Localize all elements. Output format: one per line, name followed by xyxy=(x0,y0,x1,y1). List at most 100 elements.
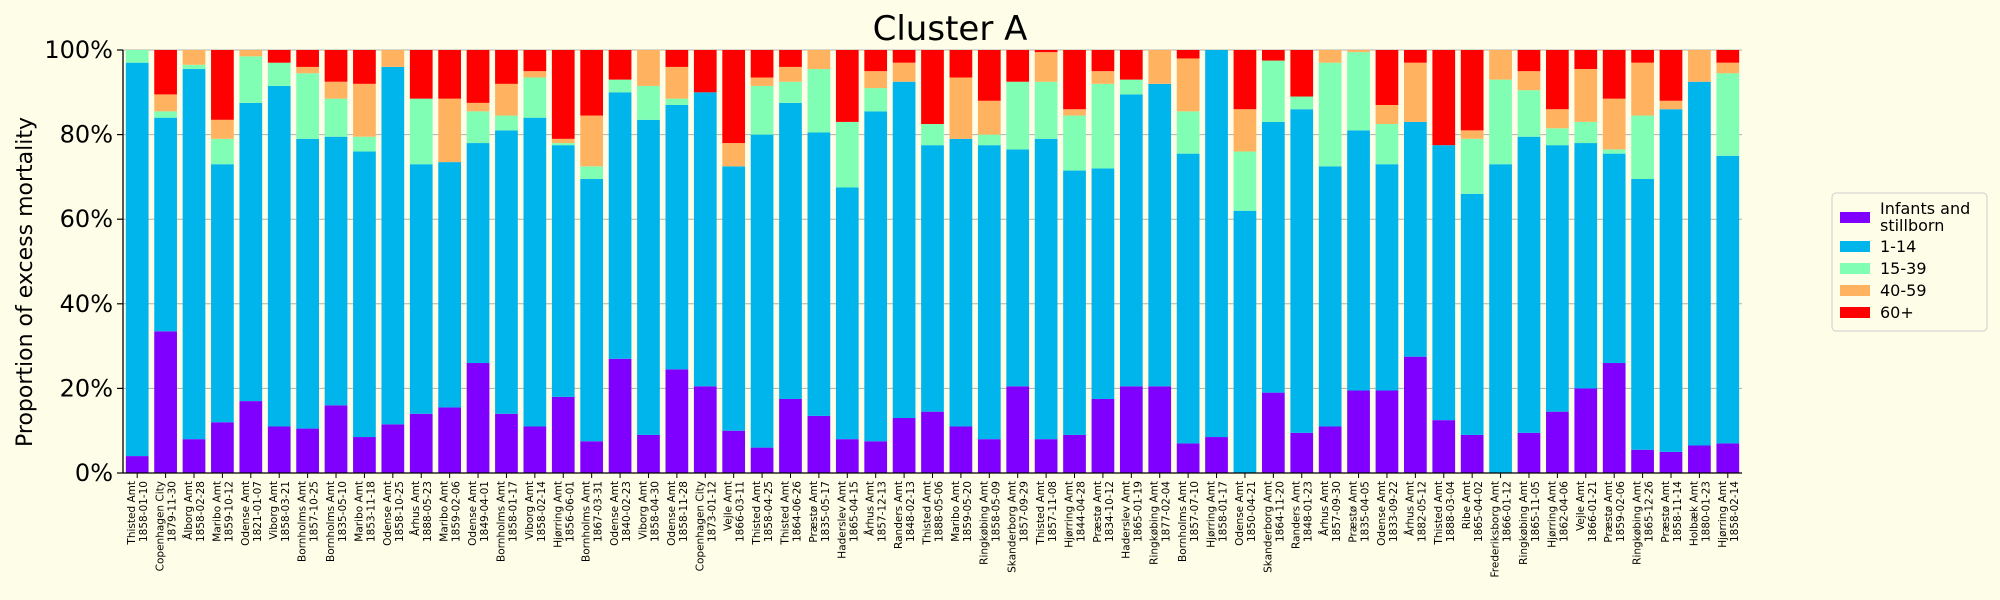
bar-segment xyxy=(1460,193,1484,435)
bar-segment xyxy=(324,81,348,99)
bar-segment xyxy=(1176,443,1200,473)
legend-swatch xyxy=(1840,212,1870,223)
x-tick-label: Præstø Amt1834-10-12 xyxy=(1092,481,1116,543)
bar-segment xyxy=(1091,71,1115,84)
bar-segment xyxy=(466,111,490,144)
bar-segment xyxy=(211,164,234,423)
legend-label: 1-14 xyxy=(1880,237,1916,256)
bar-segment xyxy=(637,50,660,86)
bar-segment xyxy=(892,50,916,63)
bar-segment xyxy=(466,50,490,103)
bar-segment xyxy=(665,50,689,67)
bar-segment xyxy=(125,456,149,473)
x-tick-label: Thisted Amt1858-01-10 xyxy=(126,481,150,546)
x-tick-label: Hjørring Amt1856-06-01 xyxy=(552,481,576,548)
bar-segment xyxy=(1460,434,1484,473)
bar-segment xyxy=(551,143,575,146)
x-tick-label: Ålborg Amt1858-02-28 xyxy=(182,481,207,542)
bar-segment xyxy=(1403,62,1427,122)
bar-segment xyxy=(324,98,348,137)
bar-segment xyxy=(1176,111,1200,154)
bar-segment xyxy=(1119,79,1143,95)
bar-segment xyxy=(864,50,888,72)
bar-segment xyxy=(835,187,859,440)
bar-segment xyxy=(1631,115,1654,180)
bar-segment xyxy=(807,69,831,133)
bar-segment xyxy=(1716,73,1740,156)
bar-segment xyxy=(693,386,717,473)
bar-segment xyxy=(1546,50,1569,110)
bar-segment xyxy=(1659,109,1683,452)
bar-segment xyxy=(1034,81,1058,139)
x-tick-label: Randers Amt1848-01-23 xyxy=(1291,481,1315,549)
bar-segment xyxy=(1176,153,1200,444)
x-tick-label: Thisted Amt1857-11-08 xyxy=(1035,481,1059,546)
bar-segment xyxy=(1091,50,1115,72)
bar-segment xyxy=(182,64,206,70)
bar-segment xyxy=(722,166,746,431)
x-tick-label: Vejle Amt1866-01-21 xyxy=(1575,481,1599,542)
bar-segment xyxy=(608,92,632,359)
bar-segment xyxy=(1261,50,1285,61)
bar-segment xyxy=(1091,83,1115,169)
bar-segment xyxy=(807,415,831,473)
x-tick-label: Hjørring Amt1862-04-06 xyxy=(1546,481,1570,548)
y-tick-label: 60% xyxy=(60,205,113,233)
bar-segment xyxy=(267,85,291,427)
x-tick-label: Præstø Amt1859-02-06 xyxy=(1603,481,1627,543)
bar-segment xyxy=(353,50,376,84)
bar-segment xyxy=(409,413,433,473)
bar-segment xyxy=(211,422,234,473)
x-tick-label: Haderslev Amt1865-01-19 xyxy=(1120,481,1144,559)
bar-segment xyxy=(1034,439,1058,473)
bar-segment xyxy=(580,179,604,442)
bar-segment xyxy=(665,369,689,473)
x-tick-label: Maribo Amt1859-05-20 xyxy=(950,481,974,542)
bar-segment xyxy=(921,411,944,473)
x-tick-label: Skanderborg Amt1857-09-29 xyxy=(1007,481,1031,573)
bar-segment xyxy=(1546,128,1569,146)
x-tick-label: Maribo Amt1859-02-06 xyxy=(439,481,463,542)
bar-segment xyxy=(693,50,717,93)
bar-segment xyxy=(779,398,802,473)
bar-segment xyxy=(1688,81,1711,446)
x-tick-label: Bornholms Amt1857-07-10 xyxy=(1177,481,1201,562)
x-tick-label: Odense Amt1858-10-25 xyxy=(382,481,406,546)
bar-segment xyxy=(239,56,263,103)
bar-segment xyxy=(1716,50,1740,63)
x-tick-label: Præstø Amt1835-05-17 xyxy=(808,481,832,543)
bar-segment xyxy=(296,50,319,67)
bar-segment xyxy=(523,71,547,78)
x-tick-label: Copenhagen City1879-11-30 xyxy=(155,481,179,571)
bar-segment xyxy=(580,115,604,167)
bar-segment xyxy=(637,119,660,435)
bar-segment xyxy=(1063,434,1086,473)
bar-segment xyxy=(1261,392,1285,473)
bar-segment xyxy=(1432,420,1456,473)
bar-segment xyxy=(353,437,376,473)
bar-segment xyxy=(353,83,376,137)
bar-segment xyxy=(1233,50,1257,110)
bar-segment xyxy=(267,62,291,86)
bar-segment xyxy=(1716,62,1740,74)
bar-segment xyxy=(523,426,547,473)
bar-segment xyxy=(1290,109,1314,433)
legend-label: 15-39 xyxy=(1880,259,1927,278)
x-tick-label: Århus Amt1882-05-12 xyxy=(1403,481,1428,542)
bar-segment xyxy=(1688,50,1711,82)
bar-segment xyxy=(665,98,689,105)
bar-segment xyxy=(1176,58,1200,112)
bar-segment xyxy=(1546,411,1569,473)
bar-segment xyxy=(1006,386,1030,473)
bar-segment xyxy=(580,441,604,473)
bar-segment xyxy=(608,358,632,473)
y-tick-label: 100% xyxy=(44,36,113,64)
bar-segment xyxy=(1148,83,1172,387)
bar-segment xyxy=(864,71,888,89)
x-tick-label: Thisted Amt1888-05-06 xyxy=(922,481,946,546)
x-tick-label: Odense Amt1850-04-21 xyxy=(1234,481,1258,546)
bar-segment xyxy=(154,331,177,473)
bar-segment xyxy=(779,50,802,67)
bar-segment xyxy=(438,50,462,99)
bar-segment xyxy=(779,66,802,82)
